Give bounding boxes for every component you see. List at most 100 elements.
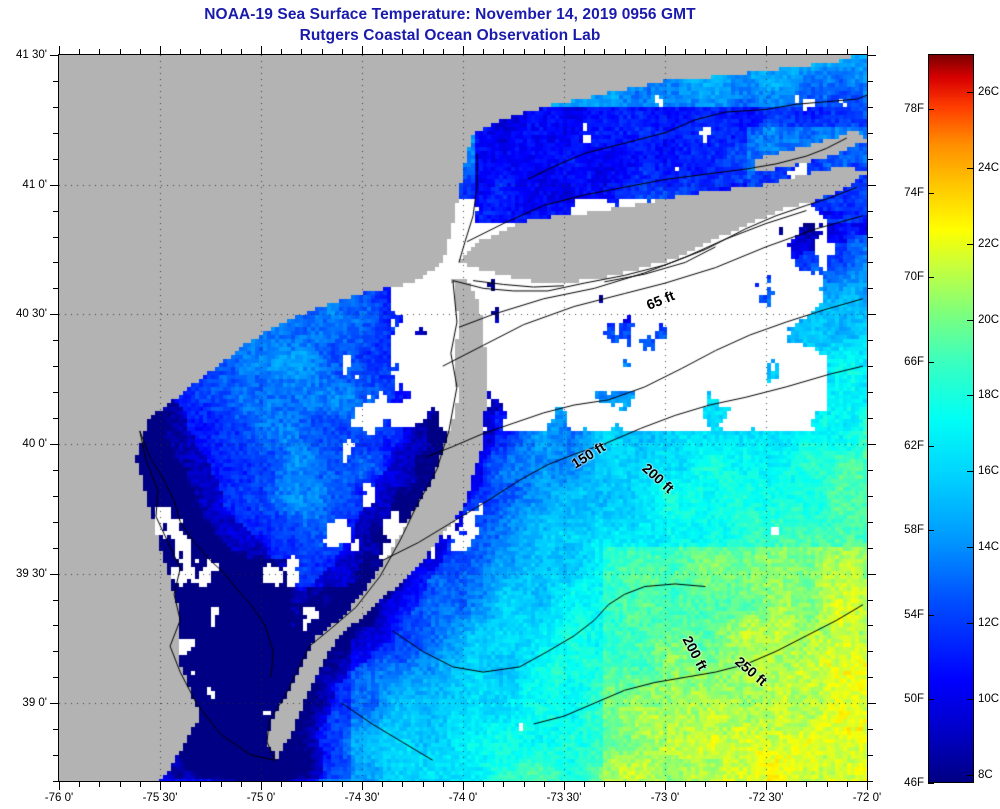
axis-tick [867, 392, 873, 394]
axis-tick [867, 443, 876, 445]
axis-tick [53, 677, 59, 679]
axis-tick [523, 781, 525, 787]
colorbar-label-celsius: 22C [978, 237, 1000, 250]
axis-tick [463, 781, 464, 790]
axis-tick [826, 49, 828, 55]
colorbar-tick [928, 614, 934, 616]
x-axis-label: -73 30' [546, 792, 582, 804]
colorbar-label-celsius: 18C [978, 389, 1000, 402]
sst-map-plot[interactable] [58, 54, 868, 782]
colorbar-label-fahrenheit: 70F [904, 271, 924, 284]
axis-tick [53, 106, 59, 108]
axis-tick [261, 46, 262, 55]
colorbar-label-celsius: 16C [978, 465, 1000, 478]
axis-tick [362, 46, 363, 55]
axis-tick [240, 781, 242, 787]
axis-tick [867, 703, 876, 705]
axis-tick [786, 781, 788, 787]
axis-tick [53, 366, 59, 368]
x-axis-label: -72 30' [748, 792, 784, 804]
axis-tick [846, 781, 848, 787]
axis-tick [321, 781, 323, 787]
colorbar-tick [928, 698, 934, 700]
axis-tick [665, 781, 666, 790]
colorbar-gradient [928, 54, 974, 783]
axis-tick [745, 49, 747, 55]
axis-tick [564, 46, 565, 55]
axis-tick [402, 781, 404, 787]
axis-tick [867, 521, 873, 523]
page-title: NOAA-19 Sea Surface Temperature: Novembe… [204, 6, 696, 23]
x-axis-label: -76 0' [44, 792, 74, 804]
axis-tick [50, 443, 59, 445]
axis-tick [745, 781, 747, 787]
axis-tick [53, 547, 59, 549]
colorbar-tick [967, 91, 973, 93]
axis-tick [139, 49, 141, 55]
x-axis-label: -72 0' [852, 792, 882, 804]
axis-tick [867, 314, 876, 316]
axis-tick [766, 781, 767, 790]
axis-tick [50, 55, 59, 56]
axis-tick [483, 49, 485, 55]
colorbar-tick [967, 395, 973, 397]
x-axis-label: -73 0' [650, 792, 680, 804]
axis-tick [53, 625, 59, 627]
axis-tick [766, 46, 767, 55]
axis-tick [53, 495, 59, 497]
axis-tick [685, 781, 687, 787]
y-axis-label: 39 0' [22, 697, 47, 710]
axis-tick [442, 781, 444, 787]
axis-tick [867, 729, 873, 731]
axis-tick [867, 469, 873, 471]
axis-tick [139, 781, 141, 787]
axis-tick [867, 781, 868, 790]
axis-tick [867, 418, 873, 419]
axis-tick [624, 49, 626, 55]
axis-tick [53, 599, 59, 601]
axis-tick [503, 49, 505, 55]
axis-tick [543, 49, 545, 55]
colorbar-tick [967, 622, 973, 624]
axis-tick [725, 781, 727, 787]
colorbar-tick [928, 530, 934, 532]
axis-tick [503, 781, 505, 787]
axis-tick [624, 781, 626, 787]
axis-tick [220, 781, 222, 787]
chart-title-block: NOAA-19 Sea Surface Temperature: Novembe… [0, 4, 900, 46]
axis-tick [584, 781, 586, 787]
axis-tick [867, 158, 873, 160]
axis-tick [604, 49, 606, 55]
axis-tick [867, 495, 873, 497]
colorbar-label-celsius: 8C [978, 768, 993, 781]
x-axis-label: -74 30' [344, 792, 380, 804]
axis-tick [867, 651, 873, 653]
y-axis-label: 39 30' [16, 567, 47, 580]
axis-tick [341, 49, 343, 55]
axis-tick [685, 49, 687, 55]
axis-tick [53, 521, 59, 523]
axis-tick [846, 49, 848, 55]
colorbar-tick [928, 108, 934, 110]
axis-tick [564, 781, 565, 790]
axis-tick [867, 625, 873, 627]
axis-tick [79, 781, 81, 787]
axis-tick [53, 729, 59, 731]
colorbar-tick [928, 277, 934, 279]
axis-tick [867, 236, 873, 238]
colorbar-label-celsius: 20C [978, 313, 1000, 326]
axis-tick [50, 314, 59, 316]
sst-raster [59, 55, 867, 781]
colorbar-tick [967, 319, 973, 321]
axis-tick [442, 49, 444, 55]
axis-tick [867, 262, 873, 264]
axis-tick [240, 49, 242, 55]
colorbar-label-celsius: 14C [978, 541, 1000, 554]
axis-tick [806, 49, 808, 55]
axis-tick [180, 49, 182, 55]
y-axis-label: 41 30' [16, 49, 47, 61]
axis-tick [50, 573, 59, 575]
axis-tick [53, 418, 59, 419]
colorbar-label-fahrenheit: 54F [904, 608, 924, 621]
colorbar-label-fahrenheit: 78F [904, 102, 924, 115]
